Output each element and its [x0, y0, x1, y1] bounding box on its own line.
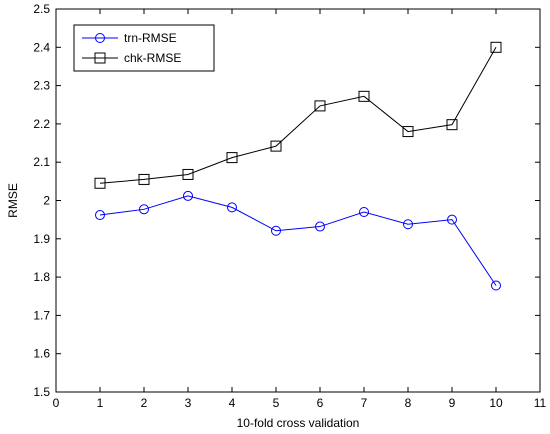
x-tick-label: 5 — [273, 396, 280, 410]
data-point-circle — [491, 280, 501, 291]
data-point-circle — [359, 206, 369, 217]
data-point-square — [94, 177, 106, 189]
data-point-square — [182, 168, 194, 180]
data-point-circle — [403, 219, 413, 230]
legend-marker-circle — [95, 33, 105, 43]
data-point-square — [358, 90, 370, 102]
y-tick-label: 1.8 — [33, 270, 50, 284]
data-point-circle — [139, 204, 149, 215]
data-point-circle — [227, 202, 237, 213]
plot-frame — [55, 8, 541, 393]
data-point-square — [138, 173, 150, 185]
y-axis-title: RMSE — [6, 183, 20, 218]
x-tick-label: 3 — [185, 396, 192, 410]
series-layer — [94, 41, 502, 291]
data-point-square — [402, 126, 414, 138]
data-point-circle — [183, 190, 193, 201]
data-point-square — [446, 119, 458, 131]
x-tick-label: 9 — [449, 396, 456, 410]
x-tick-label: 11 — [534, 396, 547, 410]
data-point-square — [270, 140, 282, 152]
y-tick-label: 2.4 — [33, 40, 50, 54]
data-point-circle — [271, 225, 281, 236]
x-axis-title: 10-fold cross validation — [237, 416, 360, 430]
data-point-square — [490, 41, 502, 53]
y-tick-label: 2.1 — [33, 155, 50, 169]
y-tick-label: 2.3 — [33, 79, 50, 93]
data-point-circle — [447, 214, 457, 225]
y-tick-label: 1.6 — [33, 347, 50, 361]
y-tick-label: 2.5 — [33, 2, 50, 16]
legend-items: trn-RMSE chk-RMSE — [82, 31, 181, 65]
x-tick-label: 8 — [405, 396, 412, 410]
y-tick-label: 1.7 — [33, 308, 50, 322]
data-point-square — [226, 152, 238, 164]
x-tick-label: 2 — [141, 396, 148, 410]
x-tick-label: 4 — [229, 396, 236, 410]
y-tick-label: 1.9 — [33, 232, 50, 246]
data-point-circle — [315, 221, 325, 232]
y-tick-label: 2 — [43, 194, 50, 208]
legend-label: trn-RMSE — [124, 31, 177, 45]
y-tick-label: 1.5 — [33, 385, 50, 399]
x-tick-label: 0 — [53, 396, 60, 410]
legend-marker-square — [94, 52, 106, 64]
y-tick-label: 2.2 — [33, 117, 50, 131]
x-tick-label: 10 — [489, 396, 503, 410]
data-point-circle — [95, 210, 105, 221]
legend: trn-RMSE chk-RMSE — [73, 24, 215, 72]
x-tick-label: 1 — [97, 396, 104, 410]
ticks-layer: 0 1 2 3 4 5 6 7 8 9 10 11 1.5 1.6 1.7 1.8 1.9 2 2.1 2.2 2.3 2… — [33, 2, 546, 410]
x-tick-label: 6 — [317, 396, 324, 410]
data-point-square — [314, 100, 326, 112]
series-line-1 — [99, 47, 497, 184]
x-tick-label: 7 — [361, 396, 368, 410]
series-line-0 — [99, 195, 497, 286]
legend-label: chk-RMSE — [124, 51, 181, 65]
